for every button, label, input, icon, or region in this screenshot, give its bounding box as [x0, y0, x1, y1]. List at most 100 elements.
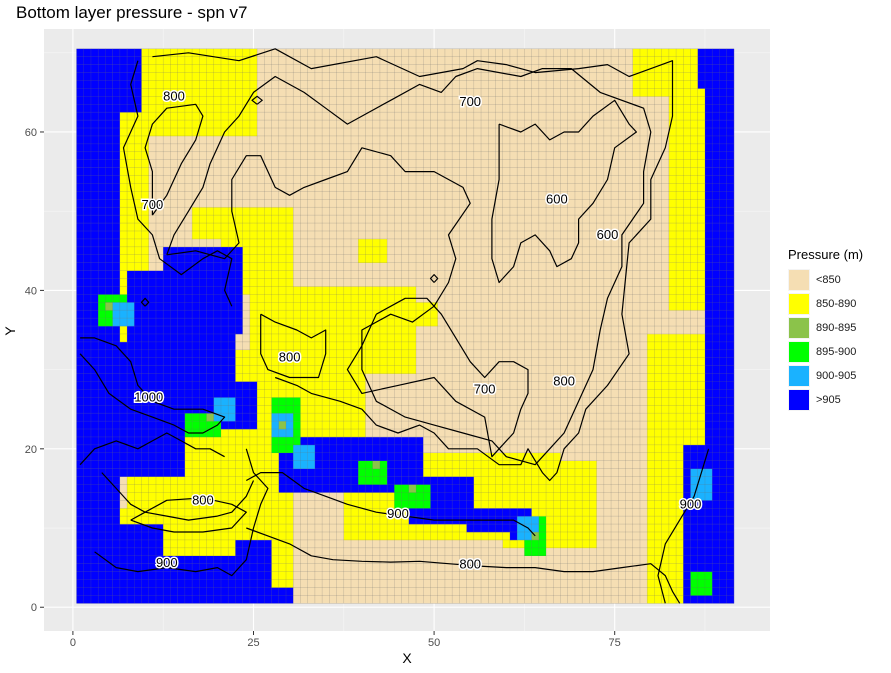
- heatmap-cell: [134, 547, 142, 556]
- heatmap-cell: [192, 531, 200, 541]
- heatmap-cell: [546, 436, 554, 446]
- heatmap-cell: [517, 254, 525, 263]
- heatmap-cell: [192, 191, 200, 200]
- heatmap-cell: [618, 341, 626, 351]
- heatmap-cell: [683, 547, 691, 556]
- heatmap-cell: [264, 460, 272, 469]
- heatmap-cell: [307, 484, 316, 493]
- heatmap-cell: [387, 397, 395, 406]
- heatmap-cell: [466, 389, 475, 398]
- heatmap-cell: [704, 318, 713, 327]
- heatmap-cell: [271, 539, 280, 549]
- heatmap-cell: [235, 476, 243, 485]
- heatmap-cell: [495, 397, 503, 406]
- heatmap-cell: [293, 357, 301, 366]
- heatmap-cell: [401, 270, 410, 279]
- heatmap-cell: [524, 579, 532, 588]
- heatmap-cell: [329, 215, 337, 224]
- heatmap-cell: [654, 318, 662, 327]
- heatmap-cell: [538, 349, 547, 358]
- heatmap-cell: [278, 595, 287, 604]
- heatmap-cell: [235, 302, 243, 311]
- heatmap-cell: [639, 294, 648, 303]
- heatmap-cell: [307, 326, 316, 335]
- heatmap-cell: [444, 365, 453, 374]
- heatmap-cell: [249, 555, 258, 564]
- heatmap-cell: [423, 349, 431, 358]
- heatmap-cell: [524, 508, 532, 517]
- heatmap-cell: [336, 183, 345, 192]
- heatmap-cell: [495, 452, 503, 461]
- heatmap-cell: [712, 302, 720, 311]
- heatmap-cell: [488, 199, 496, 208]
- heatmap-cell: [199, 175, 207, 184]
- heatmap-cell: [351, 579, 359, 588]
- heatmap-cell: [625, 563, 633, 572]
- heatmap-cell: [112, 326, 121, 335]
- heatmap-cell: [141, 286, 149, 295]
- heatmap-cell: [206, 508, 215, 517]
- heatmap-cell: [264, 333, 272, 343]
- heatmap-cell: [546, 539, 554, 549]
- heatmap-cell: [336, 460, 345, 469]
- heatmap-cell: [495, 484, 503, 493]
- heatmap-cell: [177, 476, 186, 485]
- heatmap-cell: [170, 484, 178, 493]
- heatmap-cell: [401, 318, 410, 327]
- heatmap-cell: [481, 278, 489, 287]
- heatmap-cell: [654, 468, 662, 477]
- heatmap-cell: [336, 254, 345, 263]
- heatmap-cell: [531, 492, 540, 501]
- heatmap-cell: [329, 310, 337, 319]
- heatmap-cell: [155, 397, 164, 406]
- heatmap-cell: [199, 547, 207, 556]
- heatmap-cell: [293, 468, 301, 477]
- heatmap-cell: [112, 238, 121, 248]
- heatmap-cell: [553, 444, 561, 454]
- heatmap-cell: [365, 286, 373, 295]
- heatmap-cell: [437, 365, 446, 374]
- heatmap-cell: [278, 429, 287, 438]
- heatmap-cell: [632, 318, 641, 327]
- heatmap-cell: [98, 587, 106, 596]
- heatmap-cell: [358, 579, 366, 588]
- heatmap-cell: [517, 571, 525, 580]
- heatmap-cell: [596, 238, 605, 248]
- heatmap-cell: [553, 286, 561, 295]
- heatmap-cell: [668, 175, 677, 184]
- heatmap-cell: [401, 365, 410, 374]
- heatmap-cell: [567, 230, 576, 240]
- heatmap-cell: [668, 310, 677, 319]
- heatmap-cell: [459, 341, 467, 351]
- heatmap-cell: [668, 183, 677, 192]
- heatmap-cell: [199, 508, 207, 517]
- heatmap-cell: [394, 207, 402, 216]
- heatmap-cell: [603, 318, 612, 327]
- heatmap-cell: [278, 381, 287, 390]
- heatmap-cell: [112, 429, 121, 438]
- heatmap-cell: [351, 294, 359, 303]
- heatmap-cell: [141, 381, 149, 390]
- heatmap-cell: [589, 429, 597, 438]
- heatmap-cell: [538, 373, 547, 382]
- heatmap-cell: [408, 175, 417, 184]
- heatmap-cell: [206, 302, 215, 311]
- heatmap-cell: [365, 468, 373, 477]
- heatmap-cell: [444, 294, 453, 303]
- heatmap-cell: [712, 587, 720, 596]
- heatmap-cell: [76, 310, 84, 319]
- heatmap-cell: [661, 421, 670, 430]
- heatmap-cell: [358, 484, 366, 493]
- heatmap-cell: [293, 460, 301, 469]
- heatmap-cell: [387, 286, 395, 295]
- heatmap-cell: [676, 547, 684, 556]
- heatmap-cell: [322, 563, 330, 572]
- heatmap-cell: [466, 294, 475, 303]
- heatmap-cell: [220, 357, 229, 366]
- heatmap-cell: [690, 262, 699, 271]
- heatmap-cell: [90, 539, 99, 549]
- heatmap-cell: [278, 452, 287, 461]
- heatmap-cell: [560, 468, 568, 477]
- heatmap-cell: [264, 318, 272, 327]
- heatmap-cell: [257, 175, 265, 184]
